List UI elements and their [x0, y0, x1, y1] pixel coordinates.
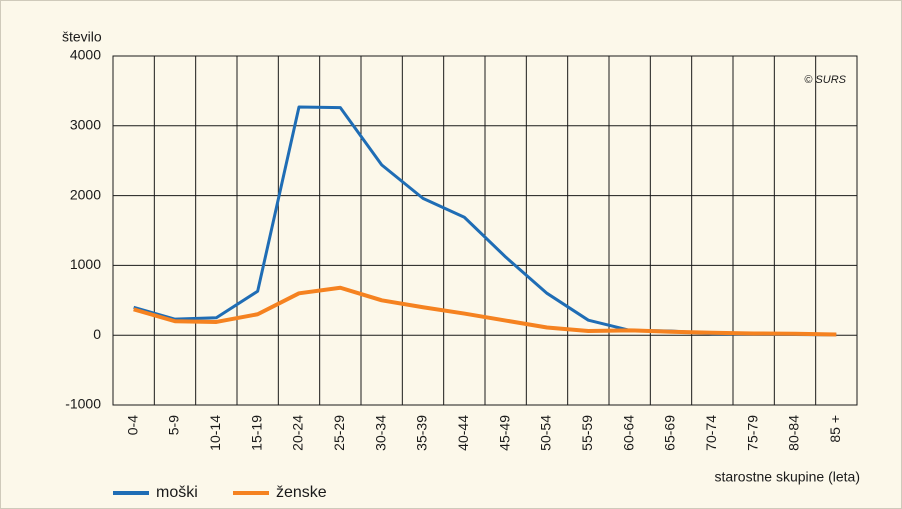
- y-axis-label: število: [62, 29, 102, 45]
- x-tick-label: 15-19: [248, 415, 264, 451]
- x-tick-label: 10-14: [207, 415, 223, 451]
- annotation: © SURS: [804, 74, 846, 86]
- x-tick-label: 5-9: [166, 415, 182, 435]
- y-tick-label: 3000: [70, 117, 101, 133]
- series-line: [133, 285, 837, 337]
- y-tick-label: 0: [93, 326, 101, 342]
- legend-label: ženske: [276, 484, 327, 501]
- x-tick-label: 25-29: [331, 415, 347, 451]
- x-tick-label: 30-34: [372, 415, 388, 451]
- x-axis-label: starostne skupine (leta): [714, 469, 860, 485]
- x-tick-label: 55-59: [579, 415, 595, 451]
- legend-label: moški: [156, 484, 198, 501]
- x-tick-label: 40-44: [455, 415, 471, 451]
- x-tick-label: 60-64: [620, 415, 636, 451]
- x-tick-label: 85 +: [827, 415, 843, 443]
- x-tick-label: 80-84: [786, 415, 802, 451]
- x-tick-label: 45-49: [496, 415, 512, 451]
- y-tick-label: 4000: [70, 47, 101, 63]
- y-tick-label: -1000: [65, 396, 101, 412]
- x-tick-label: 20-24: [290, 415, 306, 451]
- x-tick-label: 75-79: [744, 415, 760, 451]
- x-tick-label: 0-4: [124, 415, 140, 435]
- y-tick-label: 1000: [70, 256, 101, 272]
- x-tick-label: 70-74: [703, 415, 719, 451]
- x-tick-label: 65-69: [662, 415, 678, 451]
- x-tick-label: 35-39: [414, 415, 430, 451]
- y-tick-label: 2000: [70, 186, 101, 202]
- x-tick-label: 50-54: [538, 415, 554, 451]
